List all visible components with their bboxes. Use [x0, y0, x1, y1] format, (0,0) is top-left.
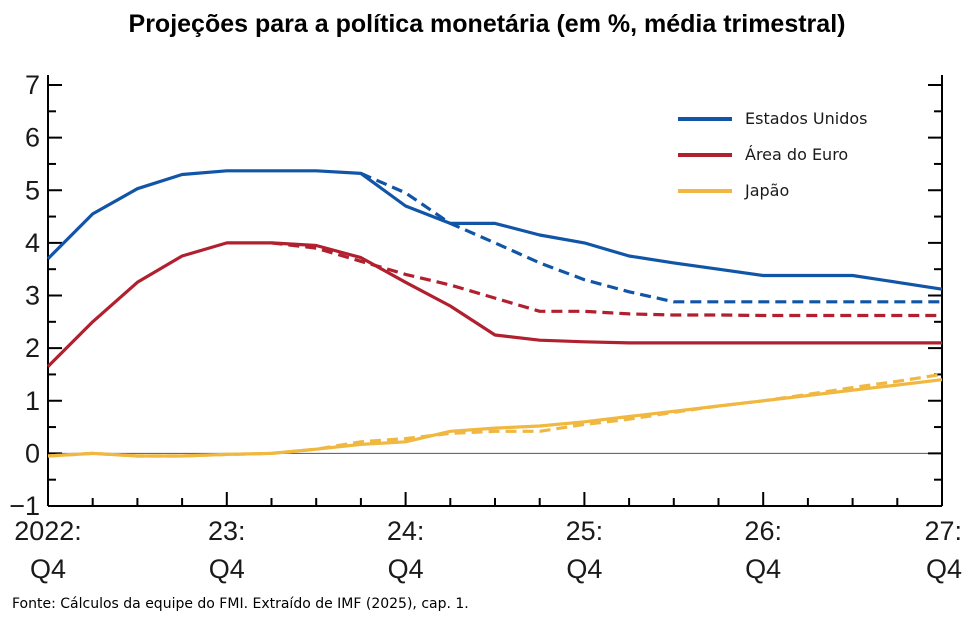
y-tick-label: 3	[25, 281, 40, 311]
series-line	[46, 241, 942, 368]
y-tick-label: 1	[25, 386, 40, 416]
x-tick-label-quarter: Q4	[209, 554, 245, 584]
series-line-dashed	[360, 171, 942, 304]
x-tick-label-quarter: Q4	[388, 554, 424, 584]
y-tick-label: 5	[25, 175, 40, 205]
legend-label: Estados Unidos	[745, 109, 867, 128]
y-tick-label: −1	[9, 491, 40, 521]
legend-label: Japão	[744, 181, 789, 200]
x-tick-label-year: 23:	[208, 516, 246, 546]
source-note: Fonte: Cálculos da equipe do FMI. Extraí…	[12, 596, 469, 612]
series-line-dashed	[271, 241, 942, 318]
chart-title: Projeções para a política monetária (em …	[128, 10, 846, 38]
y-tick-label: 2	[25, 333, 40, 363]
x-tick-label-quarter: Q4	[926, 554, 962, 584]
axes-layer: −1 0 1 2 3 4 5 6 7 2022: Q4 23: Q4 24: Q4 25: Q4 26: Q4 27:…	[9, 70, 962, 584]
x-tick-label-year: 24:	[387, 516, 425, 546]
x-tick-label-year: 26:	[744, 516, 782, 546]
y-tick-label: 6	[25, 123, 40, 153]
y-tick-label: 4	[25, 228, 40, 258]
x-tick-label-year: 2022:	[14, 516, 82, 546]
y-tick-label: 0	[25, 438, 40, 468]
x-tick-label-year: 25:	[566, 516, 604, 546]
x-tick-label-quarter: Q4	[745, 554, 781, 584]
series-line-dashed	[47, 372, 943, 458]
series-line	[47, 378, 943, 458]
x-tick-label-year: 27:	[924, 516, 962, 546]
x-tick-label-quarter: Q4	[566, 554, 602, 584]
series-line	[46, 169, 943, 291]
y-tick-label: 7	[25, 70, 40, 100]
legend-label: Área do Euro	[745, 145, 848, 164]
x-tick-label-quarter: Q4	[30, 554, 66, 584]
series-layer	[46, 169, 943, 458]
legend: Estados Unidos Área do Euro Japão	[678, 109, 867, 200]
